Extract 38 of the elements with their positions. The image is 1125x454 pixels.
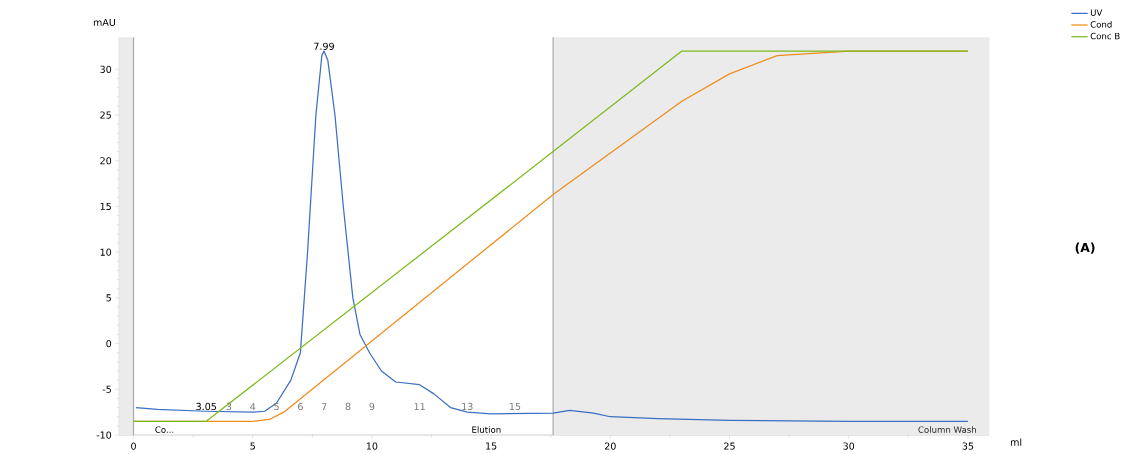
y-tick-label: 10 bbox=[100, 248, 112, 256]
x-tick-label: 0 bbox=[131, 442, 136, 450]
legend-label: Conc B bbox=[1090, 32, 1120, 40]
legend-label: UV bbox=[1090, 9, 1103, 16]
y-axis-title: mAU bbox=[93, 18, 116, 26]
x-tick-label: 25 bbox=[724, 442, 735, 450]
y-tick-label: 20 bbox=[100, 157, 112, 165]
y-tick-label: -10 bbox=[96, 431, 112, 439]
x-tick-label: 30 bbox=[843, 442, 855, 450]
x-tick-label: 15 bbox=[486, 442, 497, 450]
legend-label: Cond bbox=[1090, 20, 1112, 28]
annotation: 9 bbox=[369, 402, 375, 410]
x-axis-title: ml bbox=[1011, 438, 1022, 446]
y-tick-label: 30 bbox=[100, 65, 112, 73]
annotation: 7.99 bbox=[314, 42, 334, 50]
annotation: 6 bbox=[298, 402, 303, 410]
text: (A) bbox=[1075, 242, 1095, 254]
y-tick-label: -5 bbox=[102, 385, 111, 393]
annotation: Co... bbox=[155, 426, 174, 433]
annotation: 7 bbox=[321, 403, 327, 410]
annotation: 13 bbox=[462, 402, 473, 410]
x-tick-label: 35 bbox=[962, 442, 974, 450]
annotation: Elution bbox=[472, 426, 501, 433]
annotation: 3 bbox=[226, 402, 232, 410]
y-tick-label: 0 bbox=[106, 339, 112, 348]
annotation: 3.05 bbox=[196, 402, 217, 410]
annotation: 5 bbox=[274, 402, 279, 410]
annotation: 8 bbox=[345, 402, 351, 410]
x-tick-label: 20 bbox=[604, 442, 616, 450]
annotation: 4 bbox=[250, 403, 256, 410]
x-tick-label: 10 bbox=[366, 442, 378, 450]
annotation: 15 bbox=[509, 402, 521, 410]
x-tick-label: 5 bbox=[250, 442, 255, 450]
y-tick-label: 5 bbox=[106, 294, 111, 302]
band-label: Column Wash bbox=[918, 426, 976, 433]
y-tick-label: 15 bbox=[100, 202, 111, 210]
y-tick-label: 25 bbox=[100, 111, 111, 119]
annotation: 11 bbox=[414, 403, 425, 410]
